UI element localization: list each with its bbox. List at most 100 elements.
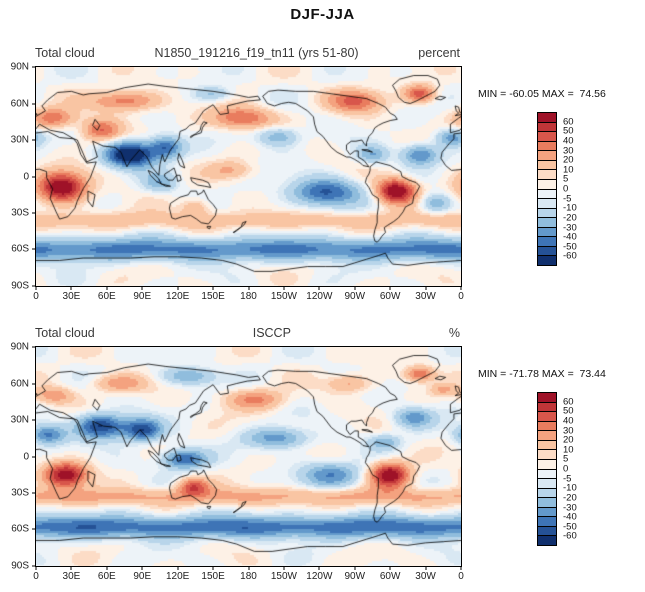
- x-axis-tick: [389, 566, 391, 570]
- x-axis-tick: [248, 286, 249, 290]
- isccp-field-label: Total cloud: [35, 326, 95, 340]
- isccp-colorbar: 60 50 40 30 20 10 5 0 -5 -10 -20 -30 -40 -50 -60: [537, 392, 577, 546]
- model-colorbar-bands: [537, 112, 557, 266]
- x-axis-tick: [212, 286, 214, 290]
- x-axis-tick-label: 150W: [270, 571, 297, 582]
- x-axis-tick-label: 0: [33, 291, 39, 302]
- x-axis-tick: [141, 566, 143, 570]
- colorbar-tick-label: -50: [563, 521, 577, 533]
- model-case-label: N1850_191216_f19_tn11 (yrs 51-80): [154, 46, 359, 60]
- colorbar-band: [538, 150, 556, 160]
- x-axis-tick-label: 90E: [133, 291, 152, 302]
- colorbar-tick-label: -5: [563, 193, 572, 205]
- x-axis-tick: [70, 286, 72, 290]
- model-colorbar-labels: 60 50 40 30 20 10 5 0 -5 -10 -20 -30 -40 -50 -60: [563, 112, 597, 266]
- colorbar-band: [538, 430, 556, 440]
- y-axis-tick-label: 90S: [11, 280, 29, 292]
- x-axis-tick-label: 90W: [344, 571, 366, 582]
- x-axis-tick-label: 30E: [62, 291, 81, 302]
- isccp-case-label: ISCCP: [252, 326, 291, 340]
- colorbar-band: [538, 497, 556, 507]
- x-axis-tick-label: 180: [240, 291, 257, 302]
- y-axis-tick-label: 90S: [11, 560, 29, 572]
- model-panel-header: Total cloud N1850_191216_f19_tn11 (yrs 5…: [35, 46, 460, 60]
- model-field-label: Total cloud: [35, 46, 95, 60]
- colorbar-tick-label: -60: [563, 530, 577, 542]
- x-axis-tick: [141, 286, 143, 290]
- x-axis-tick: [35, 566, 37, 570]
- colorbar-tick-label: 60: [563, 116, 574, 128]
- x-axis-tick: [460, 286, 462, 290]
- x-axis-tick: [354, 566, 356, 570]
- x-axis-tick: [283, 566, 285, 570]
- colorbar-band: [538, 217, 556, 227]
- colorbar-band: [538, 449, 556, 459]
- x-axis-tick: [106, 286, 108, 290]
- model-minmax-label: MIN = -60.05 MAX = 74.56: [478, 88, 606, 100]
- colorbar-tick-label: 0: [563, 463, 569, 475]
- isccp-colorbar-labels: 60 50 40 30 20 10 5 0 -5 -10 -20 -30 -40 -50 -60: [563, 392, 597, 546]
- colorbar-band: [538, 516, 556, 526]
- x-axis-tick: [354, 286, 356, 290]
- x-axis-tick: [425, 286, 427, 290]
- x-axis-tick-label: 90W: [344, 291, 366, 302]
- y-axis-tick-label: 60N: [10, 378, 29, 389]
- colorbar-band: [538, 121, 556, 132]
- colorbar-band: [538, 506, 556, 517]
- colorbar-band: [538, 535, 556, 545]
- colorbar-band: [538, 478, 556, 488]
- x-axis-tick: [389, 286, 391, 290]
- x-axis-tick-label: 60E: [97, 291, 116, 302]
- figure-title: DJF-JJA: [290, 6, 355, 23]
- colorbar-tick-label: -10: [563, 202, 577, 214]
- x-axis-tick-label: 0: [458, 291, 464, 302]
- x-axis-tick-label: 180: [240, 571, 257, 582]
- x-axis-tick-label: 30W: [415, 291, 436, 302]
- colorbar-band: [538, 226, 556, 237]
- colorbar-band: [538, 487, 556, 498]
- isccp-panel: Total cloud ISCCP % 0 30E 60E 90E 120E 150E 18…: [0, 326, 645, 592]
- x-axis-tick-label: 30E: [62, 571, 81, 582]
- x-axis-tick-label: 60W: [379, 291, 401, 302]
- isccp-minmax-label: MIN = -71.78 MAX = 73.44: [478, 368, 606, 380]
- x-axis-tick-label: 0: [33, 571, 39, 582]
- model-panel: Total cloud N1850_191216_f19_tn11 (yrs 5…: [0, 46, 645, 326]
- x-axis-tick-label: 120E: [165, 291, 190, 302]
- colorbar-tick-label: 50: [563, 405, 574, 417]
- y-axis-tick-label: 60N: [10, 98, 29, 109]
- colorbar-band: [538, 236, 556, 246]
- y-axis-tick-label: 30N: [10, 134, 29, 146]
- colorbar-tick-label: 20: [563, 434, 574, 446]
- colorbar-band: [538, 113, 556, 122]
- colorbar-tick-label: 20: [563, 154, 574, 166]
- y-axis-tick-label: 60S: [11, 243, 29, 255]
- x-axis-tick: [70, 566, 72, 570]
- colorbar-tick-label: 60: [563, 396, 574, 408]
- colorbar-tick-label: 10: [563, 444, 574, 456]
- colorbar-band: [538, 178, 556, 189]
- colorbar-band: [538, 188, 556, 199]
- colorbar-band: [538, 131, 556, 141]
- y-axis-tick-label: 0: [23, 171, 29, 182]
- colorbar-tick-label: -10: [563, 482, 577, 494]
- colorbar-band: [538, 401, 556, 412]
- x-axis-tick: [177, 286, 179, 290]
- colorbar-tick-label: 40: [563, 135, 574, 147]
- isccp-units-label: %: [448, 326, 460, 340]
- colorbar-band: [538, 159, 556, 170]
- y-axis-tick-label: 30S: [11, 487, 29, 499]
- model-map-canvas: [36, 67, 461, 286]
- x-axis-tick: [106, 566, 108, 570]
- colorbar-tick-label: -30: [563, 222, 577, 233]
- x-axis-tick: [318, 566, 320, 570]
- colorbar-band: [538, 525, 556, 536]
- colorbar-tick-label: 5: [563, 173, 569, 185]
- colorbar-band: [538, 458, 556, 469]
- colorbar-band: [538, 411, 556, 421]
- colorbar-tick-label: 5: [563, 453, 569, 465]
- y-axis-tick-label: 30S: [11, 207, 29, 219]
- colorbar-tick-label: -40: [563, 231, 577, 243]
- x-axis-tick-label: 150E: [201, 291, 225, 302]
- model-map-frame: 0 30E 60E 90E 120E 150E 180 150W 120W 90W 60W 30W 0 …: [11, 62, 464, 303]
